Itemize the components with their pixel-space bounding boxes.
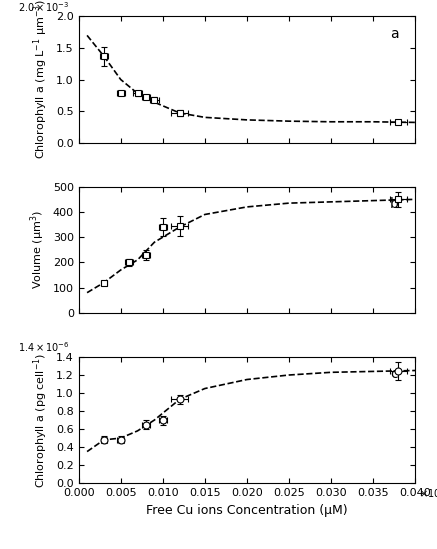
Y-axis label: Chlorophyll a (mg L$^{-1}$ μm$^{-3}$): Chlorophyll a (mg L$^{-1}$ μm$^{-3}$) [32, 0, 51, 159]
Text: b: b [389, 197, 399, 211]
Text: $\times10^{-3}$: $\times10^{-3}$ [419, 486, 437, 500]
Text: c: c [391, 367, 399, 381]
Text: $2.0\times10^{-3}$: $2.0\times10^{-3}$ [18, 0, 69, 14]
Text: a: a [390, 26, 399, 41]
Text: $1.4\times10^{-6}$: $1.4\times10^{-6}$ [18, 341, 69, 355]
Y-axis label: Volume (μm$^{3}$): Volume (μm$^{3}$) [28, 210, 47, 289]
X-axis label: Free Cu ions Concentration (μM): Free Cu ions Concentration (μM) [146, 503, 348, 517]
Y-axis label: Chlorophyll a (pg cell$^{-1}$): Chlorophyll a (pg cell$^{-1}$) [32, 352, 51, 488]
